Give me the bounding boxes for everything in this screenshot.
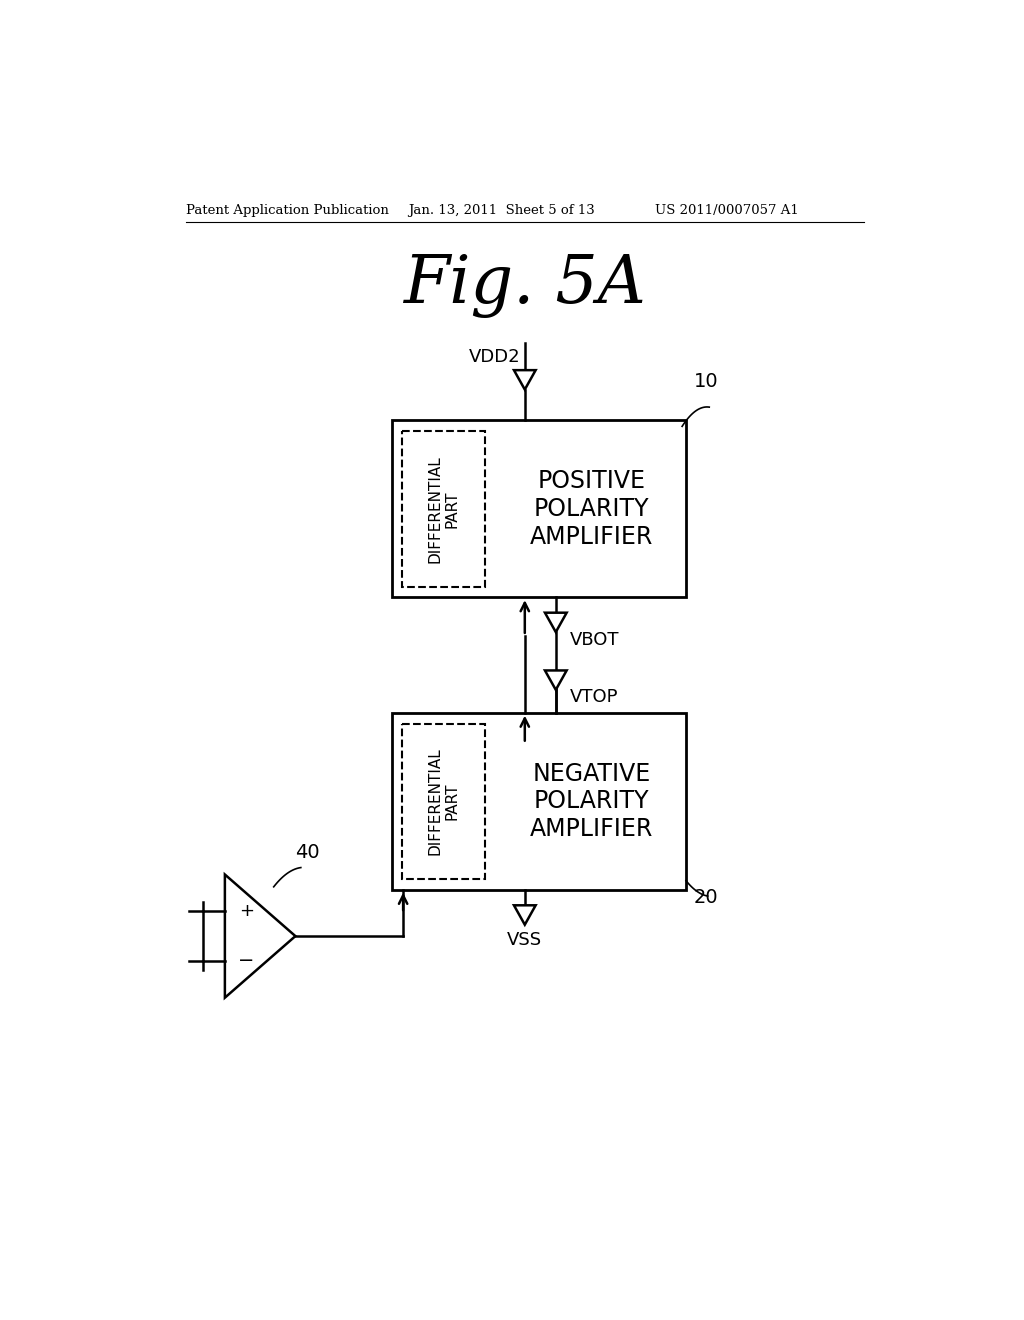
Text: VDD2: VDD2 <box>469 348 521 366</box>
Text: US 2011/0007057 A1: US 2011/0007057 A1 <box>655 205 799 218</box>
Text: −: − <box>239 952 255 970</box>
Text: POSITIVE
POLARITY
AMPLIFIER: POSITIVE POLARITY AMPLIFIER <box>530 469 653 549</box>
Bar <box>402 723 484 879</box>
Bar <box>391 713 686 890</box>
Text: VTOP: VTOP <box>569 688 618 706</box>
Polygon shape <box>514 370 536 389</box>
Bar <box>402 430 484 586</box>
Bar <box>391 420 686 597</box>
Text: NEGATIVE
POLARITY
AMPLIFIER: NEGATIVE POLARITY AMPLIFIER <box>530 762 653 841</box>
Text: +: + <box>239 903 254 920</box>
Text: VSS: VSS <box>507 931 543 949</box>
Text: DIFFERENTIAL
PART: DIFFERENTIAL PART <box>427 455 460 562</box>
Text: 10: 10 <box>693 372 719 391</box>
Polygon shape <box>545 671 566 690</box>
Polygon shape <box>225 874 295 998</box>
Text: 20: 20 <box>693 888 719 907</box>
Text: Fig. 5A: Fig. 5A <box>403 253 646 318</box>
Text: Patent Application Publication: Patent Application Publication <box>186 205 389 218</box>
Text: VBOT: VBOT <box>569 631 620 648</box>
Polygon shape <box>514 906 536 925</box>
Text: Jan. 13, 2011  Sheet 5 of 13: Jan. 13, 2011 Sheet 5 of 13 <box>409 205 595 218</box>
Text: 40: 40 <box>295 843 319 862</box>
Text: DIFFERENTIAL
PART: DIFFERENTIAL PART <box>427 747 460 855</box>
Polygon shape <box>545 612 566 632</box>
